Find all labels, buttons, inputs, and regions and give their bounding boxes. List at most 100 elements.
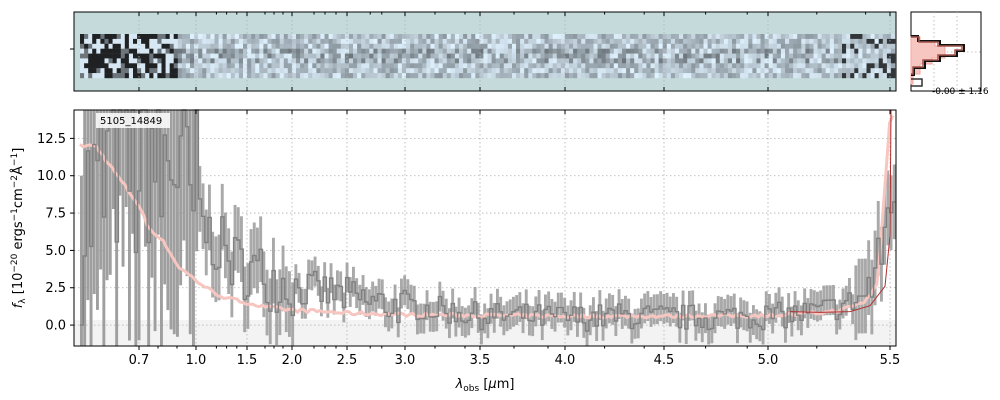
spectrum-2d-pixel [642, 73, 647, 79]
spectrum-2d-pixel [666, 43, 672, 49]
spectrum-2d-pixel [234, 58, 240, 64]
spectrum-2d-pixel [548, 53, 553, 59]
spectrum-2d-pixel [88, 34, 93, 40]
spectrum-2d-pixel [597, 73, 602, 79]
spectrum-2d-pixel [695, 38, 700, 44]
spectrum-2d-pixel [862, 68, 867, 74]
spectrum-2d-pixel [503, 38, 509, 44]
spectrum-2d-pixel [593, 68, 598, 74]
spectrum-2d-pixel [161, 63, 166, 69]
spectrum-2d-pixel [573, 38, 578, 44]
spectrum-2d-pixel [801, 68, 806, 74]
spectrum-2d-pixel [780, 43, 786, 49]
spectrum-2d-pixel [630, 63, 635, 69]
spectrum-2d-pixel [670, 38, 676, 44]
spectrum-2d-pixel [124, 58, 130, 64]
spectrum-2d-pixel [715, 73, 721, 79]
spectrum-2d-pixel [666, 53, 672, 59]
spectrum-2d-pixel [108, 73, 113, 79]
spectrum-2d-pixel [471, 34, 476, 40]
spectrum-2d-pixel [365, 38, 370, 44]
spectrum-2d-pixel [829, 43, 835, 49]
spectrum-2d-pixel [300, 73, 305, 79]
spectrum-2d-pixel [520, 34, 525, 40]
spectrum-2d-pixel [707, 63, 712, 69]
spectrum-2d-pixel [442, 43, 448, 49]
spectrum-2d-pixel [385, 43, 390, 49]
spectrum-2d-pixel [410, 53, 415, 59]
spectrum-2d-pixel [430, 53, 435, 59]
spectrum-2d-pixel [646, 68, 651, 74]
spectrum-2d-pixel [206, 73, 211, 79]
spectrum-2d-pixel [679, 68, 684, 74]
spectrum-2d-pixel [177, 48, 183, 54]
spectrum-2d-pixel [112, 58, 117, 64]
spectrum-2d-pixel [454, 53, 460, 59]
spectrum-2d-pixel [703, 48, 708, 54]
spectrum-2d-pixel [617, 48, 623, 54]
spectrum-2d-pixel [320, 48, 325, 54]
spectrum-2d-pixel [801, 34, 806, 40]
spectrum-2d-pixel [577, 58, 582, 64]
spectrum-2d-pixel [666, 58, 672, 64]
spectrum-2d-pixel [821, 34, 826, 40]
spectrum-2d-pixel [214, 53, 219, 59]
spectrum-2d-pixel [679, 38, 684, 44]
spectrum-2d-pixel [850, 68, 855, 74]
spectrum-2d-pixel [699, 68, 704, 74]
spectrum-2d-pixel [630, 43, 635, 49]
spectrum-2d-pixel [397, 53, 403, 59]
spectrum-2d-pixel [593, 73, 598, 79]
spectrum-2d-pixel [642, 48, 647, 54]
spectrum-2d-pixel [206, 43, 211, 49]
spectrum-2d-pixel [418, 38, 423, 44]
spectrum-2d-pixel [279, 63, 285, 69]
object-id-box [96, 113, 170, 128]
spectrum-2d-pixel [348, 68, 354, 74]
spectrum-2d-pixel [813, 48, 818, 54]
spectrum-2d-pixel [88, 43, 93, 49]
spectrum-2d-pixel [666, 73, 672, 79]
spectrum-2d-pixel [736, 34, 741, 40]
spectrum-2d-pixel [450, 38, 456, 44]
spectrum-2d-pixel [304, 53, 309, 59]
data-error-bar [86, 110, 90, 301]
spectrum-2d-pixel [328, 43, 333, 49]
spectrum-2d-pixel [560, 68, 566, 74]
spectrum-2d-pixel [613, 63, 619, 69]
spectrum-2d-pixel [874, 48, 879, 54]
spectrum-2d-pixel [442, 38, 448, 44]
spectrum-2d-pixel [854, 53, 859, 59]
spectrum-2d-pixel [556, 53, 562, 59]
spectrum-2d-pixel [459, 43, 464, 49]
spectrum-2d-pixel [206, 38, 211, 44]
spectrum-2d-pixel [210, 34, 215, 40]
spectrum-2d-pixel [300, 53, 305, 59]
spectrum-2d-pixel [858, 34, 863, 40]
spectrum-2d-pixel [528, 63, 533, 69]
spectrum-2d-pixel [145, 48, 150, 54]
spectrum-2d-pixel [479, 43, 484, 49]
spectrum-2d-pixel [801, 53, 806, 59]
spectrum-2d-pixel [719, 58, 725, 64]
spectrum-2d-pixel [532, 68, 537, 74]
spectrum-2d-pixel [128, 58, 134, 64]
spectrum-2d-pixel [736, 73, 741, 79]
spectrum-2d-pixel [646, 48, 651, 54]
spectrum-2d-pixel [862, 58, 867, 64]
spectrum-2d-pixel [124, 34, 130, 40]
spectrum-2d-pixel [157, 58, 162, 64]
spectrum-2d-pixel [336, 43, 342, 49]
spectrum-2d-pixel [348, 73, 354, 79]
spectrum-2d-pixel [654, 38, 659, 44]
spectrum-2d-pixel [809, 73, 814, 79]
spectrum-2d-pixel [181, 38, 187, 44]
spectrum-2d-pixel [650, 68, 655, 74]
spectrum-2d-pixel [626, 34, 631, 40]
spectrum-2d-pixel [793, 43, 798, 49]
spectrum-2d-pixel [426, 48, 431, 54]
spectrum-2d-pixel [230, 73, 236, 79]
spectrum-2d-pixel [789, 48, 794, 54]
spectrum-2d-pixel [536, 58, 541, 64]
spectrum-2d-pixel [854, 58, 859, 64]
